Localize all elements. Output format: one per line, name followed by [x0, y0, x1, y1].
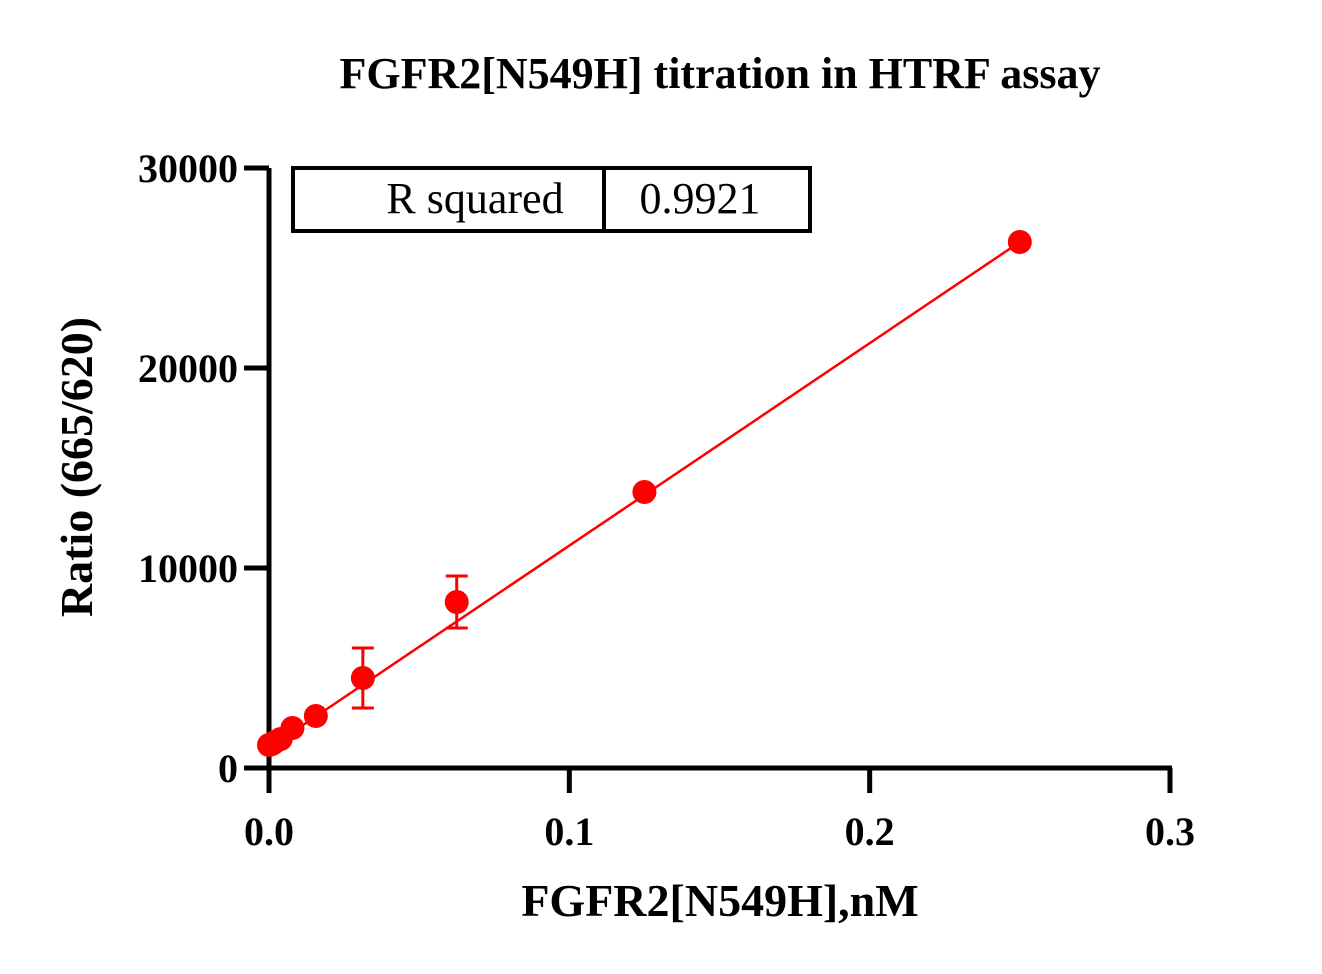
data-point — [280, 716, 305, 740]
data-point — [632, 480, 657, 504]
data-point — [1007, 230, 1032, 254]
x-tick-label: 0.1 — [544, 809, 594, 854]
y-tick-label: 0 — [218, 746, 238, 791]
data-point — [350, 666, 375, 690]
y-axis-title: Ratio (665/620) — [51, 317, 102, 617]
chart-title: FGFR2[N549H] titration in HTRF assay — [340, 49, 1101, 98]
x-tick-label: 0.0 — [244, 809, 294, 854]
error-bars — [351, 574, 468, 710]
data-point — [303, 704, 328, 728]
y-tick-label: 20000 — [138, 346, 238, 391]
r-squared-table: R squared 0.9921 — [291, 166, 812, 233]
x-tick-label: 0.3 — [1145, 809, 1195, 854]
y-tick-label: 10000 — [138, 546, 238, 591]
axes: 0 10000 20000 30000 0.0 0.1 0.2 0.3 — [138, 146, 1195, 854]
x-axis-title: FGFR2[N549H],nM — [521, 875, 918, 926]
r-squared-table-border — [291, 166, 812, 233]
data-point — [444, 590, 469, 614]
y-tick-label: 30000 — [138, 146, 238, 191]
x-tick-label: 0.2 — [845, 809, 895, 854]
r-squared-label: R squared — [386, 174, 563, 223]
data-points — [257, 230, 1032, 757]
r-squared-value: 0.9921 — [640, 174, 761, 223]
